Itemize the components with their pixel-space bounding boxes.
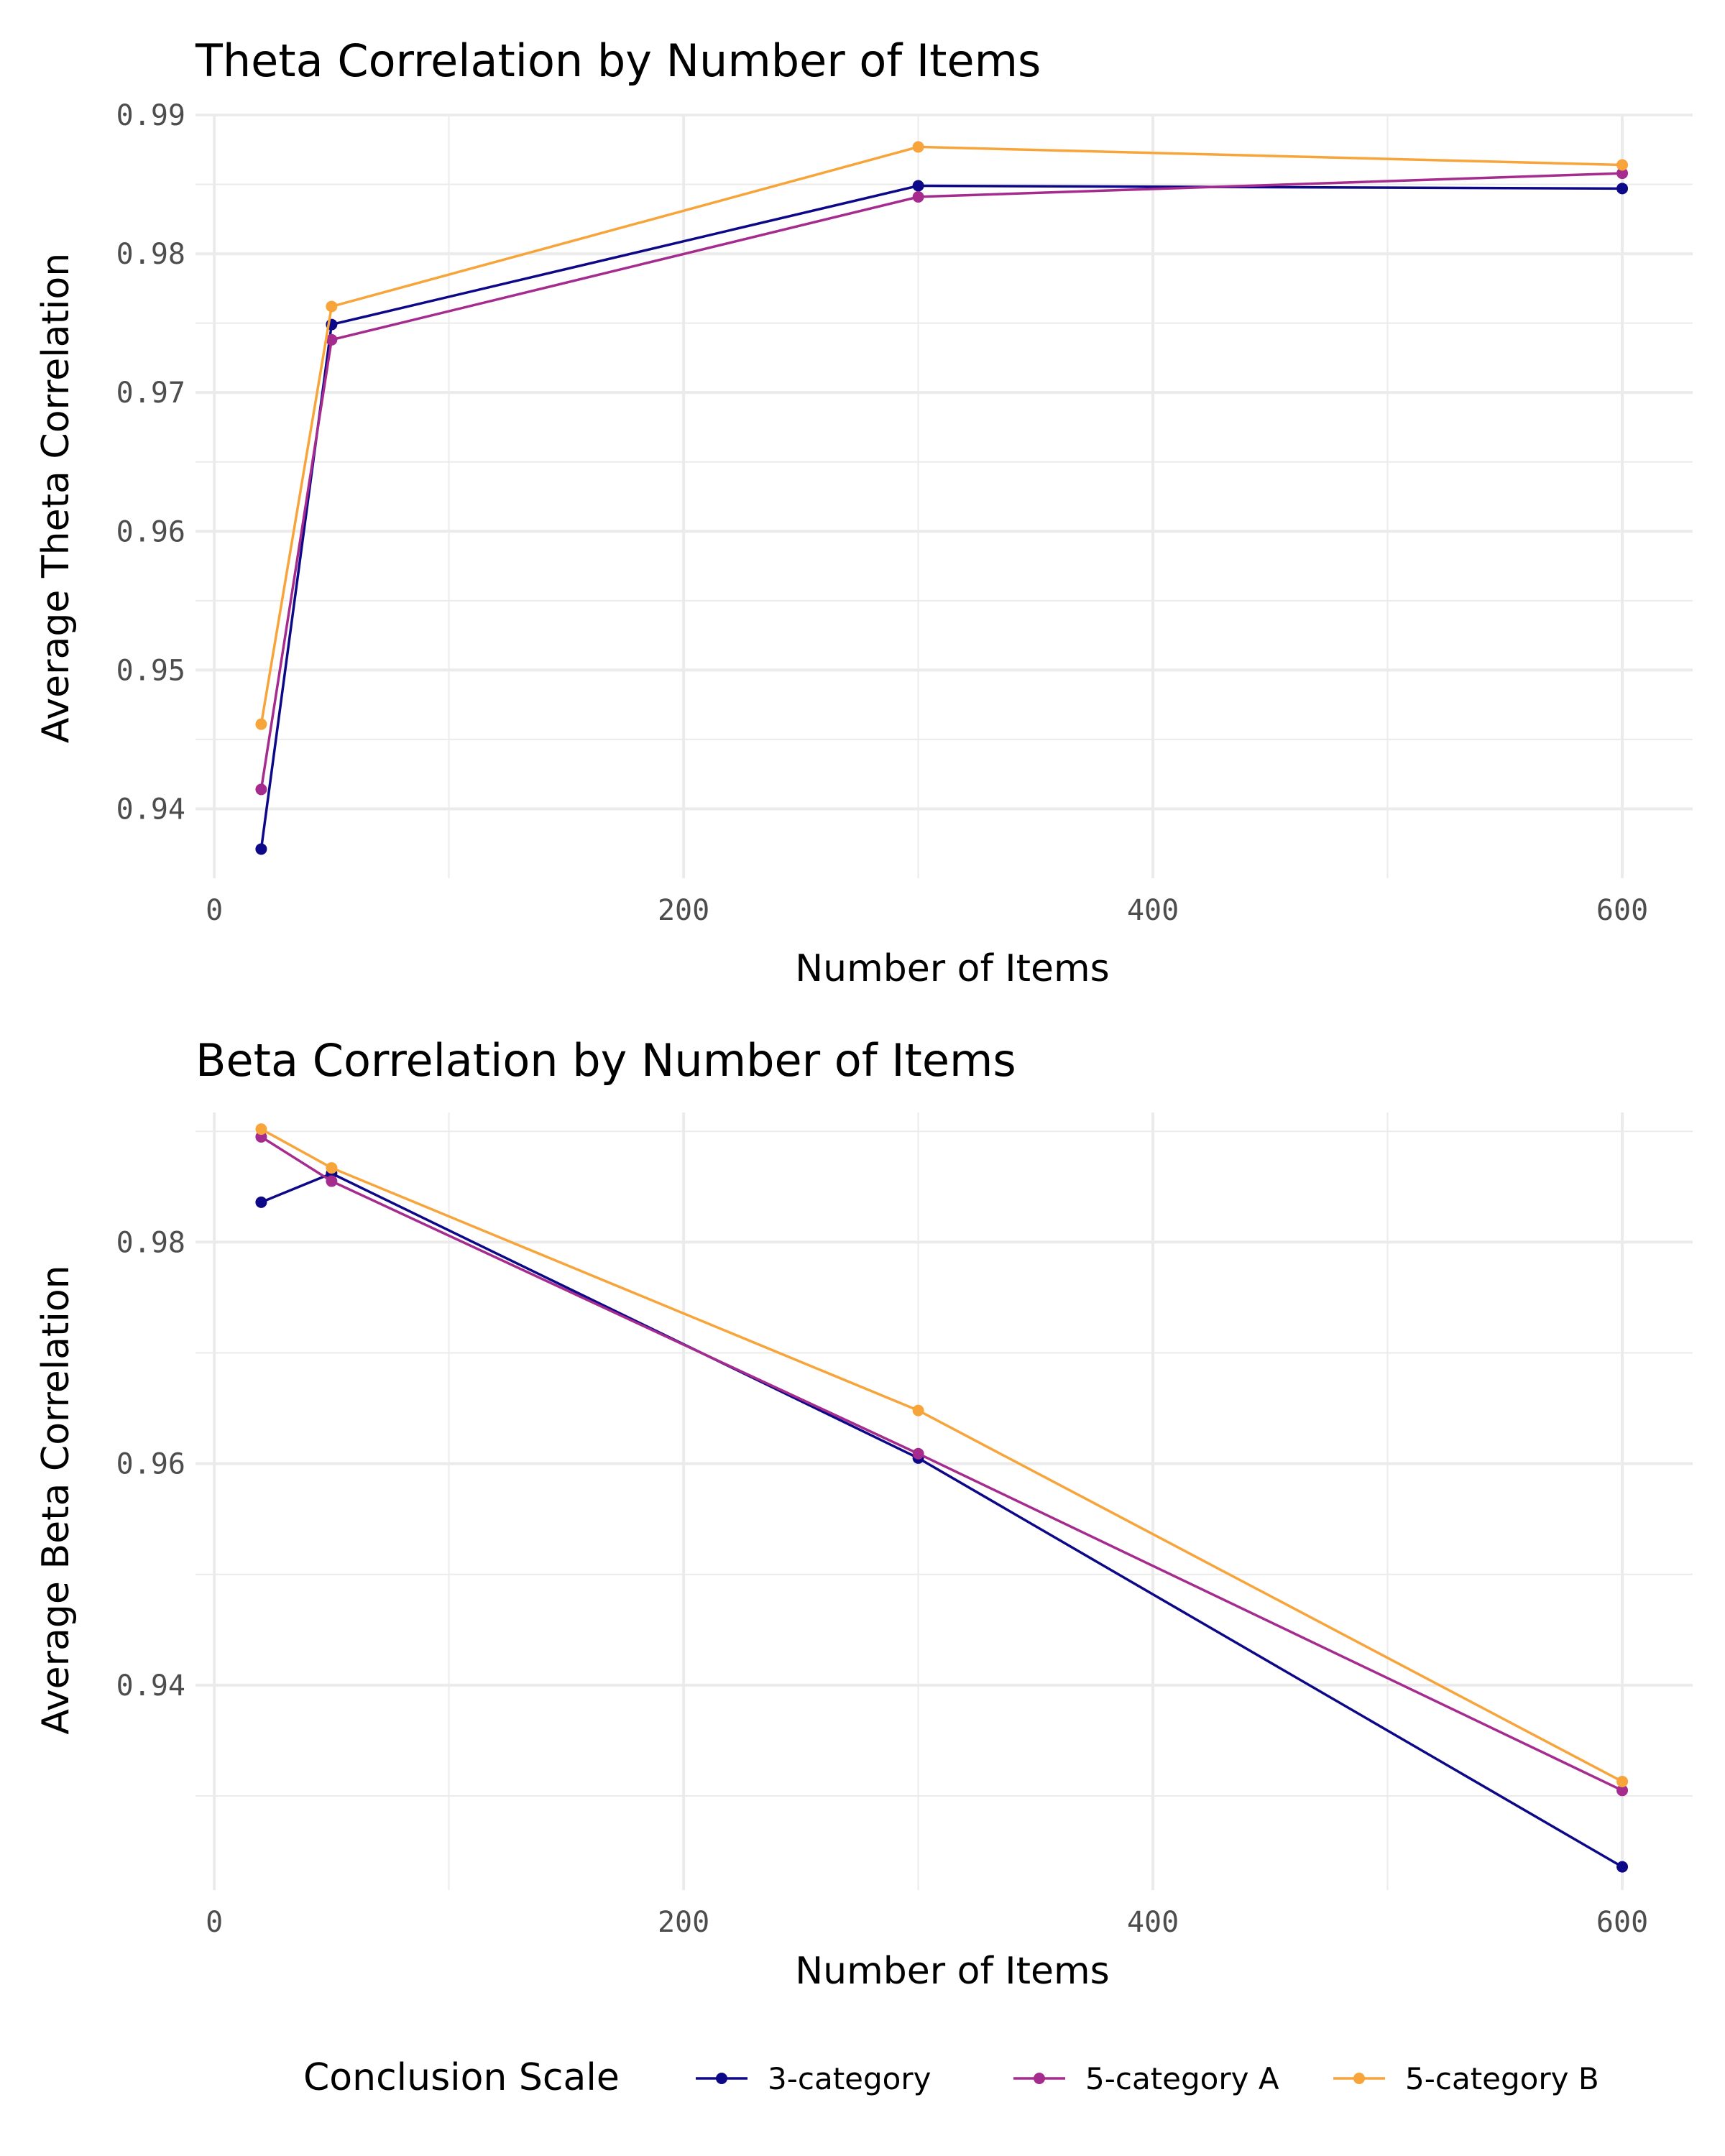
y-tick-label: 0.94 (116, 1669, 185, 1703)
data-point (1616, 183, 1629, 195)
legend-title: Conclusion Scale (303, 2056, 620, 2099)
data-point (912, 190, 924, 203)
y-axis-title: Average Beta Correlation (34, 1265, 78, 1734)
y-tick-label: 0.99 (116, 99, 185, 132)
y-tick-label: 0.94 (116, 793, 185, 826)
legend-label: 3-category (768, 2061, 932, 2096)
data-point (255, 1196, 267, 1208)
x-tick-labels: 0 200 400 600 (206, 894, 1648, 927)
y-axis-title: Average Theta Correlation (34, 253, 78, 743)
y-tick-labels: 0.94 0.95 0.96 0.97 0.98 0.99 (116, 99, 185, 826)
data-point (912, 1447, 924, 1460)
x-axis-title: Number of Items (795, 947, 1110, 990)
x-tick-label: 600 (1596, 894, 1648, 927)
legend-label: 5-category B (1405, 2061, 1599, 2096)
data-point (255, 843, 267, 855)
data-point (255, 1123, 267, 1135)
y-tick-label: 0.98 (116, 238, 185, 271)
x-tick-label: 0 (206, 1906, 223, 1939)
y-tick-label: 0.98 (116, 1226, 185, 1259)
legend-items: 3-category 5-category A 5-category B (696, 2061, 1599, 2096)
x-tick-label: 0 (206, 894, 223, 927)
series-5-category-b (255, 141, 1629, 730)
data-point (912, 141, 924, 153)
x-axis-title: Number of Items (795, 1950, 1110, 1993)
series-5-category-a (255, 167, 1629, 796)
legend: Conclusion Scale 3-category 5-category A 5… (303, 2056, 1599, 2099)
series-layer (255, 1123, 1629, 1873)
x-tick-label: 400 (1127, 1906, 1179, 1939)
gridlines (196, 1112, 1693, 1890)
legend-item: 5-category B (1333, 2061, 1599, 2096)
series-line (260, 1171, 1623, 1869)
data-point (912, 1404, 924, 1416)
series-line (259, 184, 1623, 849)
y-tick-labels: 0.94 0.96 0.98 (116, 1226, 185, 1703)
data-point (326, 1175, 338, 1187)
data-point (1616, 159, 1629, 171)
data-point (1616, 167, 1629, 180)
data-point (912, 180, 924, 192)
legend-item: 3-category (696, 2061, 932, 2096)
legend-item: 5-category A (1013, 2061, 1279, 2096)
x-tick-label: 200 (658, 1906, 709, 1939)
series-3-category (255, 180, 1629, 855)
series-5-category-a (255, 1130, 1629, 1797)
data-point (1616, 1861, 1629, 1873)
data-point (1616, 1775, 1629, 1787)
theta-correlation-chart: Theta Correlation by Number of Items 0.9… (34, 34, 1693, 990)
x-tick-label: 200 (658, 894, 709, 927)
series-3-category (255, 1167, 1629, 1873)
data-point (1616, 1784, 1629, 1797)
series-line (260, 1128, 1623, 1783)
series-line (259, 145, 1623, 724)
y-tick-label: 0.96 (116, 1448, 185, 1481)
y-tick-label: 0.95 (116, 654, 185, 687)
series-line (259, 172, 1623, 790)
data-point (326, 300, 338, 313)
legend-key-point (1034, 2073, 1045, 2084)
legend-label: 5-category A (1085, 2061, 1279, 2096)
series-layer (255, 141, 1629, 855)
data-point (255, 783, 267, 796)
data-point (326, 333, 338, 346)
legend-key-point (716, 2073, 727, 2084)
series-5-category-b (255, 1123, 1629, 1787)
legend-key-point (1353, 2073, 1365, 2084)
data-point (326, 1162, 338, 1174)
gridlines (196, 114, 1693, 878)
chart-title: Theta Correlation by Number of Items (195, 34, 1041, 87)
series-line (260, 1135, 1623, 1792)
x-tick-labels: 0 200 400 600 (206, 1906, 1648, 1939)
x-tick-label: 400 (1127, 894, 1179, 927)
x-tick-label: 600 (1596, 1906, 1648, 1939)
chart-title: Beta Correlation by Number of Items (196, 1034, 1016, 1087)
y-tick-label: 0.96 (116, 515, 185, 548)
data-point (255, 718, 267, 730)
y-tick-label: 0.97 (116, 377, 185, 410)
beta-correlation-chart: Beta Correlation by Number of Items 0.94… (34, 1034, 1693, 1993)
